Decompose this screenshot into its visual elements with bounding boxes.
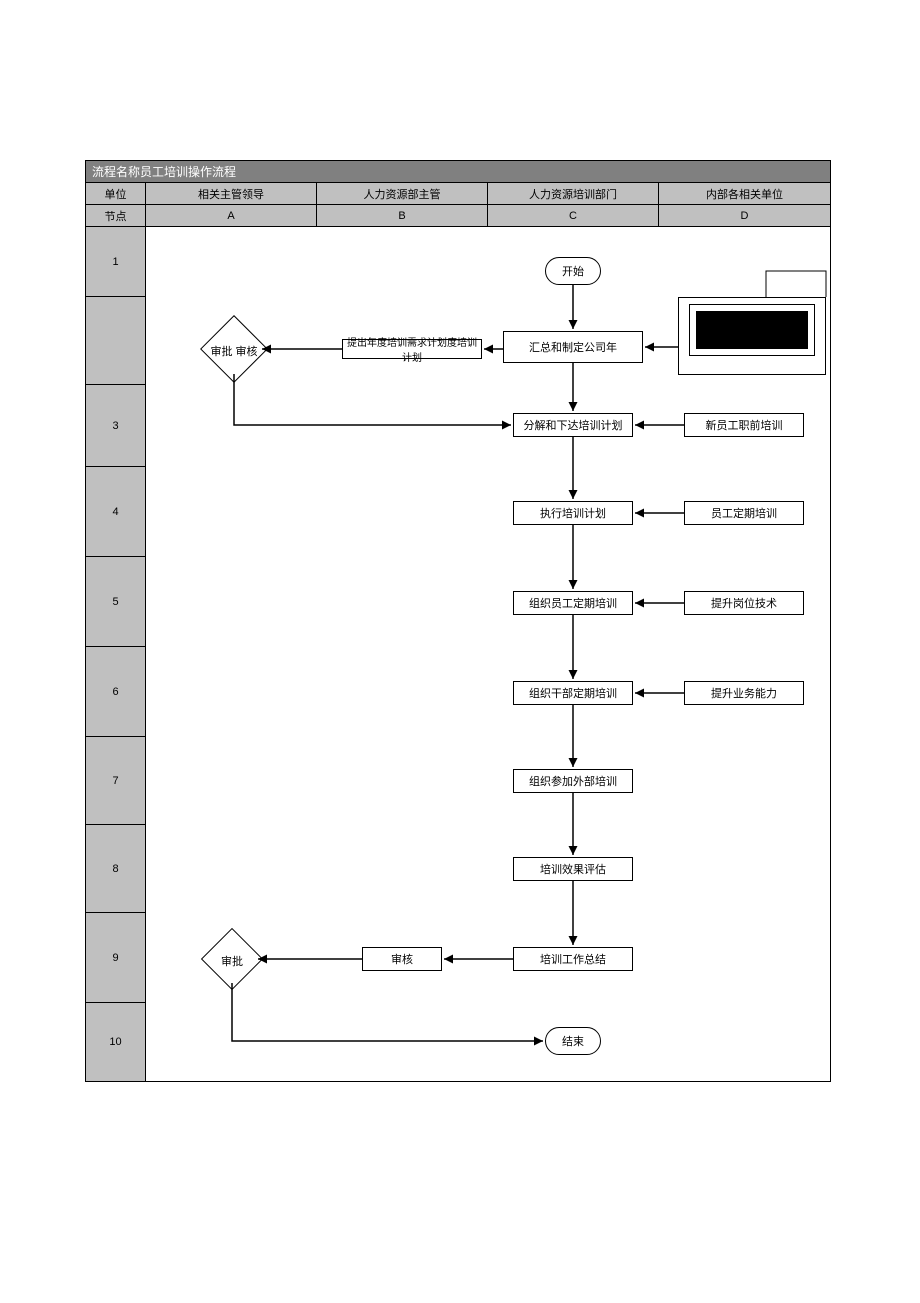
node-c7-label: 组织参加外部培训 xyxy=(529,773,617,789)
node-a9-label: 审批 xyxy=(210,953,254,969)
swim-area: 开始 汇总和制定公司年 提出年度培训需求计划度培训计划 审批 审核 xyxy=(146,227,830,1081)
start-terminator: 开始 xyxy=(545,257,601,285)
header-row-letters: 节点 A B C D xyxy=(86,205,830,227)
computer-icon xyxy=(678,297,826,375)
node-b2: 提出年度培训需求计划度培训计划 xyxy=(342,339,482,359)
node-column: 1 345678910 xyxy=(86,227,146,1081)
node-cell-4: 4 xyxy=(86,467,145,557)
node-c6: 组织干部定期培训 xyxy=(513,681,633,705)
node-cell-8: 8 xyxy=(86,825,145,913)
header-d: 内部各相关单位 xyxy=(659,183,830,204)
node-c3: 分解和下达培训计划 xyxy=(513,413,633,437)
page: 流程名称员工培训操作流程 单位 相关主管领导 人力资源部主管 人力资源培训部门 … xyxy=(0,0,920,1303)
node-d6-label: 提升业务能力 xyxy=(711,685,777,701)
computer-screen-outer xyxy=(689,304,815,356)
node-d3-label: 新员工职前培训 xyxy=(706,417,783,433)
computer-screen-inner xyxy=(696,311,808,349)
node-cell-9: 9 xyxy=(86,913,145,1003)
node-c5: 组织员工定期培训 xyxy=(513,591,633,615)
node-d5: 提升岗位技术 xyxy=(684,591,804,615)
header-node: 单位 xyxy=(86,183,146,204)
header2-c: C xyxy=(488,205,659,226)
title-text: 流程名称员工培训操作流程 xyxy=(92,163,236,180)
row-grid: 1 345678910 开始 汇总和制定公司年 提出年度培训需求计划度培训计划 xyxy=(86,227,830,1081)
start-label: 开始 xyxy=(562,263,584,279)
end-terminator: 结束 xyxy=(545,1027,601,1055)
header2-b: B xyxy=(317,205,488,226)
node-c9: 培训工作总结 xyxy=(513,947,633,971)
node-cell-7: 7 xyxy=(86,737,145,825)
node-cell-10: 10 xyxy=(86,1003,145,1081)
end-label: 结束 xyxy=(562,1033,584,1049)
diagram-body: 1 345678910 开始 汇总和制定公司年 提出年度培训需求计划度培训计划 xyxy=(86,227,830,1081)
node-c4-label: 执行培训计划 xyxy=(540,505,606,521)
node-a2-label: 审批 审核 xyxy=(204,343,264,359)
node-c5-label: 组织员工定期培训 xyxy=(529,595,617,611)
node-cell-1: 1 xyxy=(86,227,145,297)
node-d6: 提升业务能力 xyxy=(684,681,804,705)
node-b9: 审核 xyxy=(362,947,442,971)
node-cell-6: 6 xyxy=(86,647,145,737)
node-c6-label: 组织干部定期培训 xyxy=(529,685,617,701)
node-d4-label: 员工定期培训 xyxy=(711,505,777,521)
node-c8-label: 培训效果评估 xyxy=(540,861,606,877)
node-d3: 新员工职前培训 xyxy=(684,413,804,437)
header-c: 人力资源培训部门 xyxy=(488,183,659,204)
node-cell-3: 3 xyxy=(86,385,145,467)
node-c9-label: 培训工作总结 xyxy=(540,951,606,967)
node-c4: 执行培训计划 xyxy=(513,501,633,525)
node-d4: 员工定期培训 xyxy=(684,501,804,525)
node-b9-label: 审核 xyxy=(391,951,413,967)
node-c2: 汇总和制定公司年 xyxy=(503,331,643,363)
header2-a: A xyxy=(146,205,317,226)
node-c2-label: 汇总和制定公司年 xyxy=(529,339,617,355)
node-cell-2 xyxy=(86,297,145,385)
node-c8: 培训效果评估 xyxy=(513,857,633,881)
title-row: 流程名称员工培训操作流程 xyxy=(86,161,830,183)
node-b2-label: 提出年度培训需求计划度培训计划 xyxy=(347,334,477,364)
flowchart-diagram: 流程名称员工培训操作流程 单位 相关主管领导 人力资源部主管 人力资源培训部门 … xyxy=(85,160,831,1082)
node-cell-5: 5 xyxy=(86,557,145,647)
header-a: 相关主管领导 xyxy=(146,183,317,204)
header-b: 人力资源部主管 xyxy=(317,183,488,204)
node-c3-label: 分解和下达培训计划 xyxy=(524,417,623,433)
header2-node: 节点 xyxy=(86,205,146,226)
header-row-units: 单位 相关主管领导 人力资源部主管 人力资源培训部门 内部各相关单位 xyxy=(86,183,830,205)
node-d5-label: 提升岗位技术 xyxy=(711,595,777,611)
header2-d: D xyxy=(659,205,830,226)
node-c7: 组织参加外部培训 xyxy=(513,769,633,793)
